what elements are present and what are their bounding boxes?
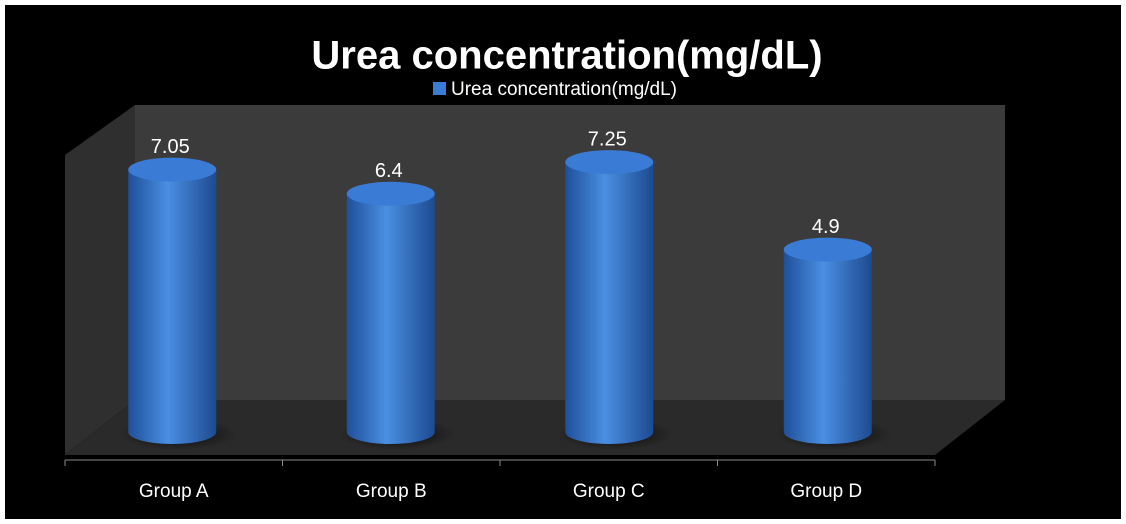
bar (565, 162, 654, 444)
floor (65, 400, 1005, 455)
value-label: 7.25 (588, 128, 627, 150)
bar-top (783, 237, 872, 262)
bar-top (346, 181, 435, 206)
x-tick-label: Group C (573, 481, 645, 502)
chart-title: Urea concentration(mg/dL) (311, 34, 822, 78)
x-tick-label: Group B (356, 481, 427, 502)
bar (128, 169, 217, 445)
bar (783, 249, 872, 444)
value-label: 7.05 (151, 136, 190, 158)
bar-top (128, 157, 217, 182)
value-label: 4.9 (812, 216, 840, 238)
value-label: 6.4 (375, 160, 403, 182)
bar (346, 193, 435, 444)
legend-label: Urea concentration(mg/dL) (451, 79, 677, 100)
bar-top (565, 150, 654, 175)
x-tick-label: Group D (790, 481, 862, 502)
legend-swatch (433, 82, 446, 95)
side-wall (65, 105, 135, 455)
x-tick-label: Group A (139, 481, 209, 502)
